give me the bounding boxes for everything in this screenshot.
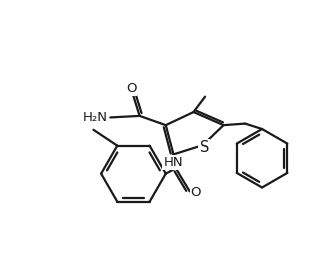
Text: H₂N: H₂N [82, 111, 107, 124]
Text: HN: HN [163, 156, 183, 169]
Text: S: S [200, 140, 209, 155]
Text: O: O [126, 82, 137, 95]
Text: O: O [191, 186, 201, 199]
